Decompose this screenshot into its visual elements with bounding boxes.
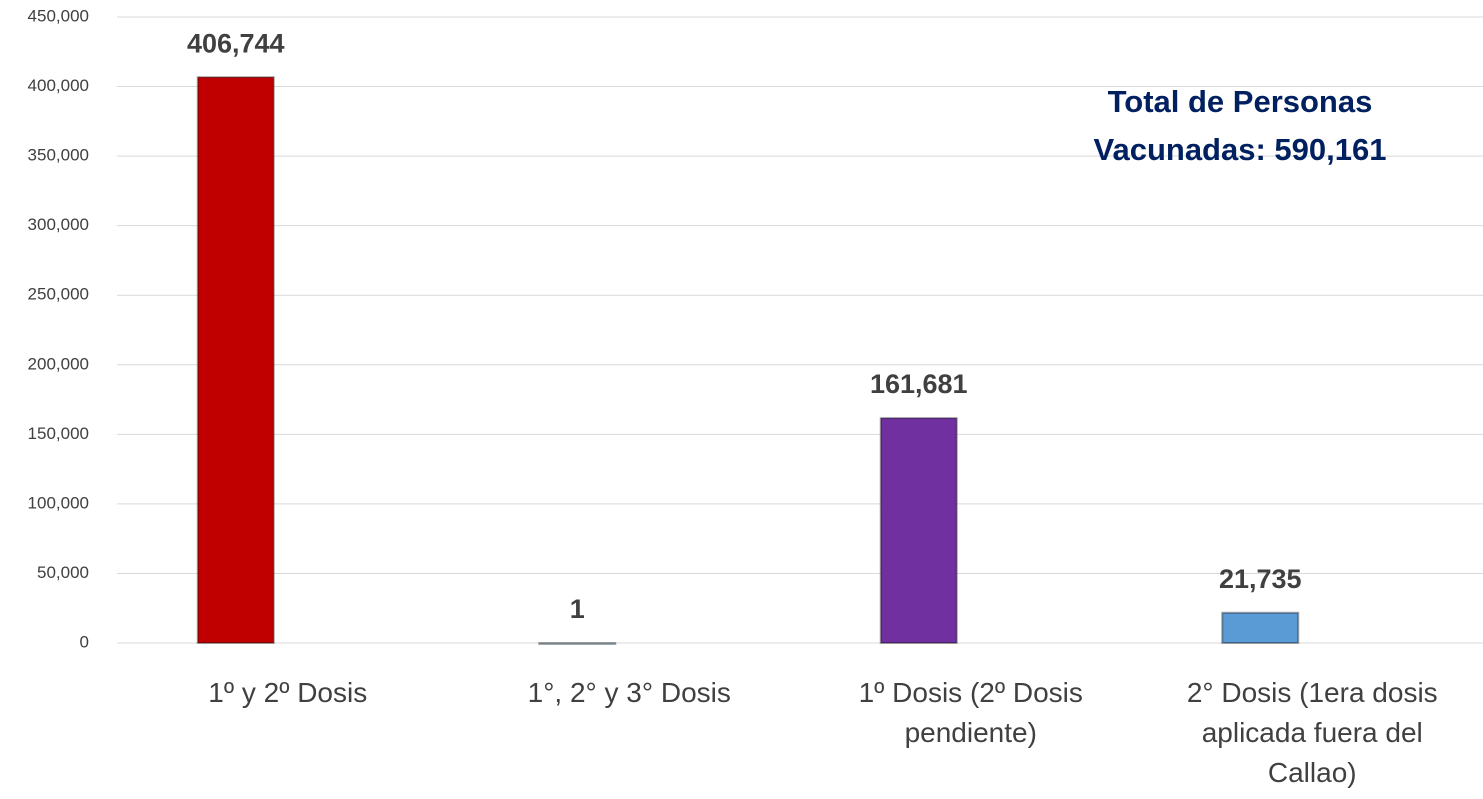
bar	[196, 76, 275, 645]
value-label: 21,735	[1219, 564, 1302, 594]
x-tick-label: 1º Dosis (2º Dosis pendiente)	[858, 677, 1083, 748]
y-tick-label: 400,000	[28, 76, 89, 95]
y-tick-label: 350,000	[28, 146, 89, 165]
y-tick-label: 300,000	[28, 215, 89, 234]
bar	[538, 641, 617, 645]
value-label: 406,744	[187, 28, 285, 58]
x-tick-label: 1º y 2º Dosis	[208, 677, 368, 708]
value-label: 1	[570, 594, 585, 624]
bar	[1221, 611, 1300, 645]
x-tick-label: 1°, 2° y 3° Dosis	[527, 677, 731, 708]
bar	[879, 417, 958, 644]
value-label: 161,681	[870, 369, 968, 399]
y-tick-label: 150,000	[28, 424, 89, 443]
y-tick-label: 100,000	[28, 493, 89, 512]
x-tick-label: 2° Dosis (1era dosis aplicada fuera del …	[1186, 677, 1438, 788]
annotation: Total de Personas Vacunadas: 590,161	[1093, 84, 1387, 167]
y-tick-label: 0	[80, 632, 89, 651]
y-tick-label: 250,000	[28, 285, 89, 304]
y-tick-label: 450,000	[28, 6, 89, 25]
y-tick-label: 200,000	[28, 354, 89, 373]
y-tick-label: 50,000	[37, 563, 89, 582]
